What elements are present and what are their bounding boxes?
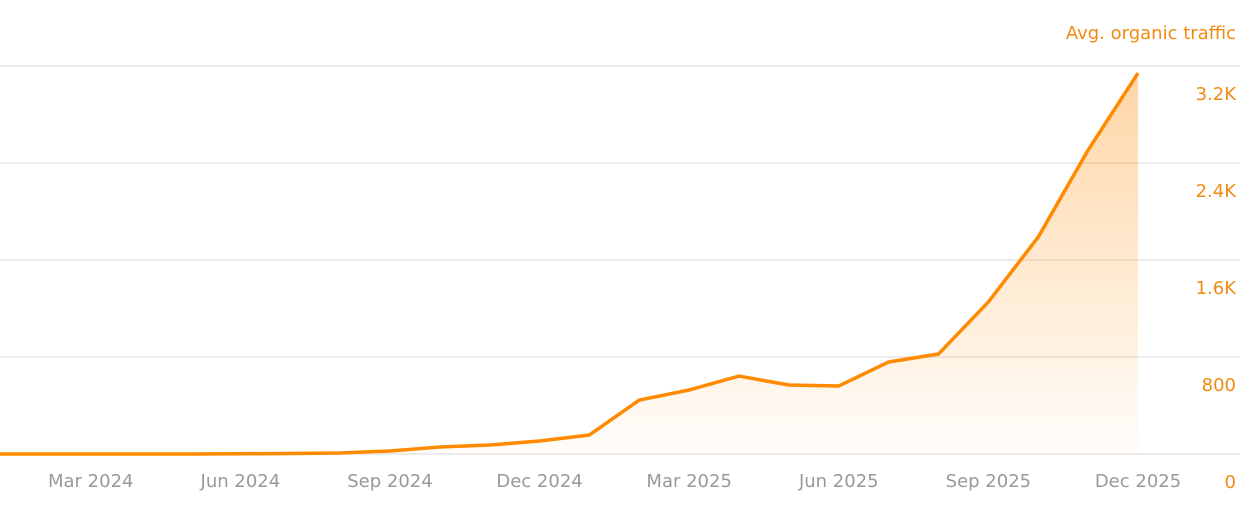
x-tick-label: Jun 2024 [200,471,281,492]
y-tick-label: 0 [1225,472,1236,493]
y-tick-label: 1.6K [1196,278,1238,299]
x-tick-label: Sep 2024 [347,471,432,492]
x-tick-label: Dec 2024 [496,471,582,492]
x-tick-label: Sep 2025 [946,471,1031,492]
axis-title: Avg. organic traffic [1066,23,1236,44]
area [0,73,1139,454]
y-tick-label: 2.4K [1196,181,1238,202]
line [0,72,1140,456]
x-tick-label: Mar 2024 [48,471,134,492]
x-tick-label: Dec 2025 [1095,471,1181,492]
x-tick-label: Jun 2025 [798,471,879,492]
y-tick-label: 800 [1202,375,1236,396]
y-tick-label: 3.2K [1196,84,1238,105]
x-tick-label: Mar 2025 [646,471,732,492]
